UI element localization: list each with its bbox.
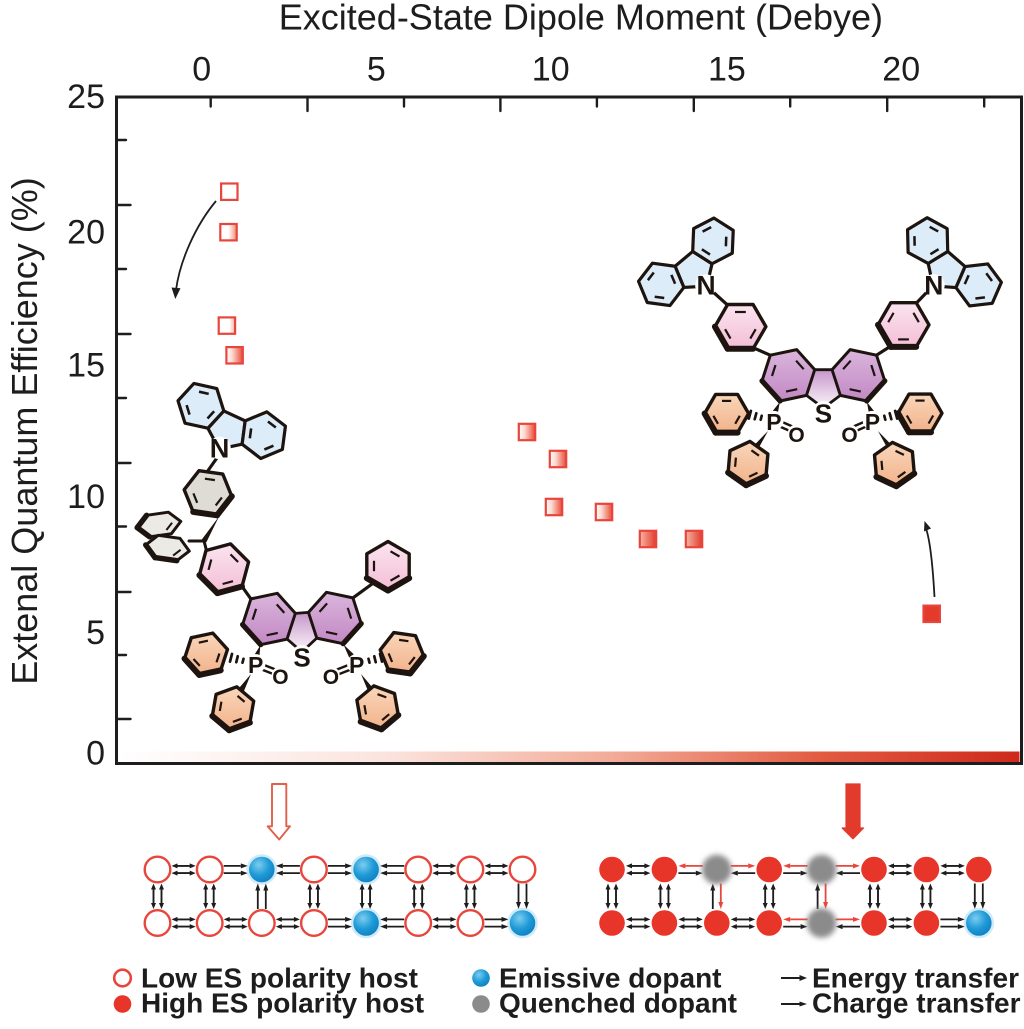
svg-text:20: 20 xyxy=(67,213,105,251)
svg-text:N: N xyxy=(924,270,943,300)
svg-text:Quenched dopant: Quenched dopant xyxy=(499,988,737,1019)
svg-text:5: 5 xyxy=(367,51,386,89)
svg-text:15: 15 xyxy=(708,51,746,89)
svg-text:Charge transfer: Charge transfer xyxy=(812,988,1021,1019)
svg-text:10: 10 xyxy=(67,478,105,516)
svg-text:N: N xyxy=(697,270,716,300)
svg-text:O: O xyxy=(788,424,804,447)
svg-text:P: P xyxy=(349,652,364,678)
svg-text:S: S xyxy=(293,642,310,672)
svg-text:O: O xyxy=(323,666,339,689)
svg-text:10: 10 xyxy=(532,51,570,89)
svg-text:Energy transfer: Energy transfer xyxy=(812,962,1019,993)
svg-text:Excited-State Dipole Moment (D: Excited-State Dipole Moment (Debye) xyxy=(279,0,883,38)
svg-text:Low ES polarity host: Low ES polarity host xyxy=(141,962,418,993)
svg-text:15: 15 xyxy=(67,346,105,384)
svg-text:High ES polarity host: High ES polarity host xyxy=(141,988,424,1019)
svg-text:0: 0 xyxy=(86,734,105,772)
svg-text:Emissive dopant: Emissive dopant xyxy=(499,962,722,993)
svg-text:Extenal Quantum Efficiency (%): Extenal Quantum Efficiency (%) xyxy=(4,177,45,685)
svg-text:N: N xyxy=(210,432,230,463)
svg-text:20: 20 xyxy=(882,51,920,89)
svg-text:S: S xyxy=(815,398,832,428)
svg-text:0: 0 xyxy=(192,51,211,89)
svg-text:P: P xyxy=(766,409,781,435)
svg-text:O: O xyxy=(841,424,857,447)
svg-text:25: 25 xyxy=(67,78,105,116)
svg-text:5: 5 xyxy=(86,614,105,652)
svg-text:O: O xyxy=(272,666,288,689)
svg-text:P: P xyxy=(248,652,263,678)
svg-text:P: P xyxy=(865,409,880,435)
